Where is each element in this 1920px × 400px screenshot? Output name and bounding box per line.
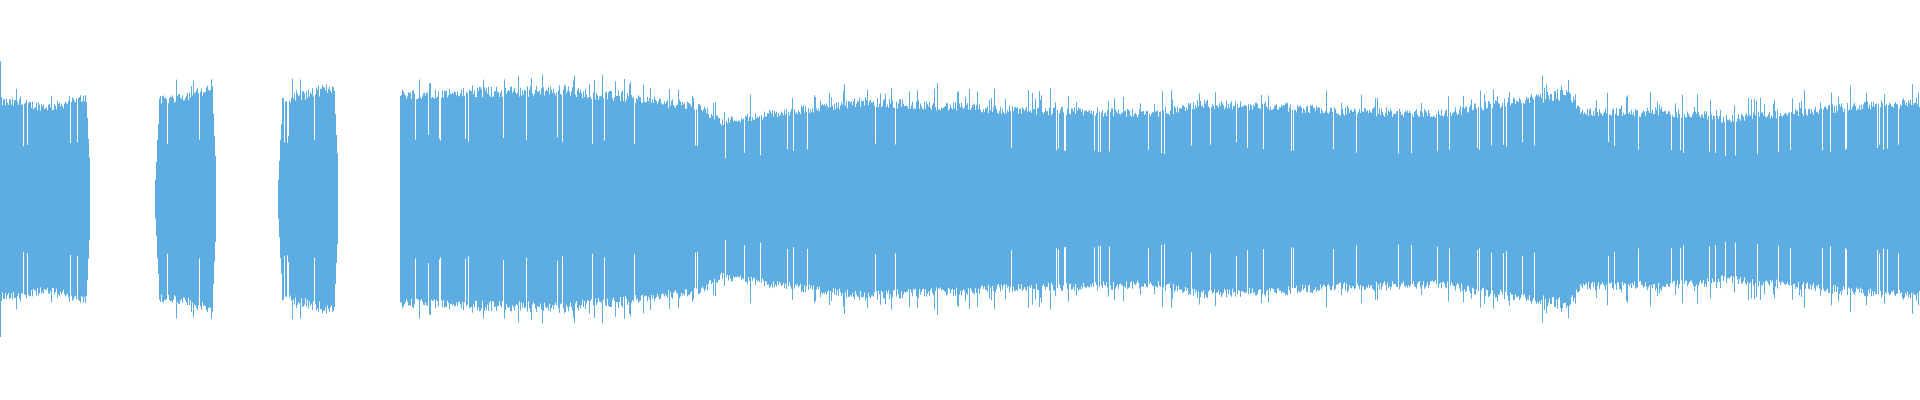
waveform-path	[0, 61, 1920, 337]
